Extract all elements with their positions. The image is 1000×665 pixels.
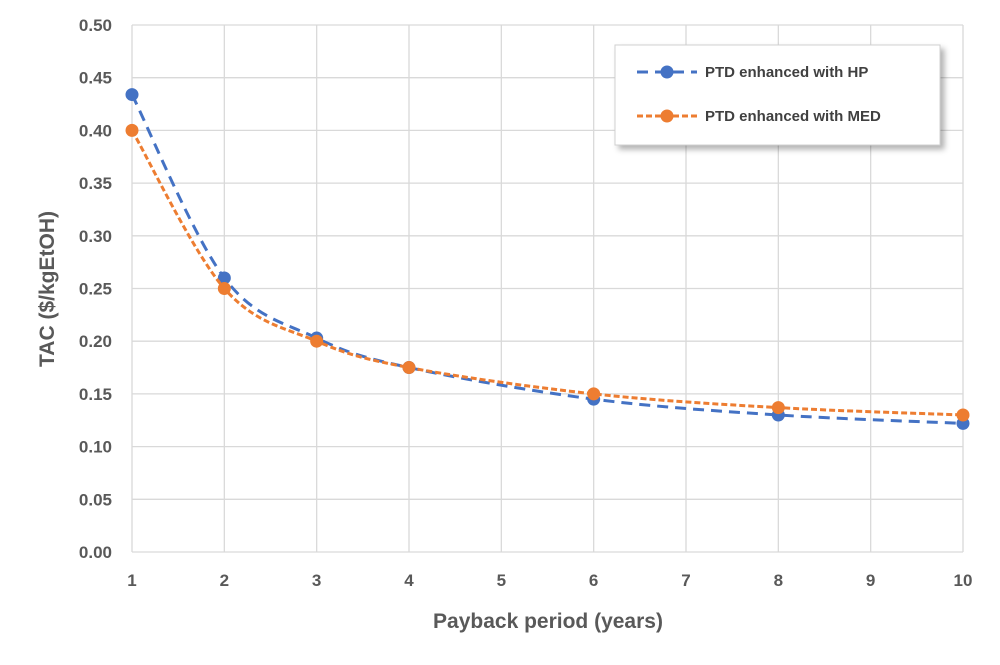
legend-label: PTD enhanced with MED (705, 108, 881, 125)
y-tick-label: 0.40 (79, 121, 112, 140)
data-point (125, 88, 139, 102)
legend-label: PTD enhanced with HP (705, 64, 868, 81)
x-tick-label: 4 (404, 571, 414, 590)
y-tick-label: 0.30 (79, 227, 112, 246)
data-point (217, 282, 231, 295)
y-tick-label: 0.50 (79, 16, 112, 35)
data-point (217, 271, 231, 285)
y-tick-label: 0.00 (79, 543, 112, 562)
y-tick-label: 0.15 (79, 385, 112, 404)
y-tick-label: 0.20 (79, 332, 112, 351)
x-tick-label: 10 (954, 571, 973, 590)
series-2 (125, 123, 970, 422)
series-line (130, 129, 964, 417)
x-tick-label: 2 (220, 571, 229, 590)
legend-item: PTD enhanced with HP (637, 64, 868, 81)
legend-marker (660, 109, 674, 123)
data-point (956, 408, 970, 422)
y-tick-label: 0.45 (79, 69, 112, 88)
x-tick-label: 5 (497, 571, 506, 590)
axes: 0.00 0.05 0.10 0.15 0.20 0.25 0.30 0.35 0.40 0.45… (79, 16, 973, 590)
x-tick-label: 8 (774, 571, 783, 590)
data-point (587, 387, 601, 401)
legend: PTD enhanced with HP PTD enhanced with ME… (614, 44, 941, 146)
y-tick-label: 0.10 (79, 438, 112, 457)
y-tick-label: 0.25 (79, 280, 112, 299)
y-tick-label: 0.05 (79, 490, 112, 509)
data-point (402, 361, 416, 375)
y-axis-title: TAC ($/kgEtOH) (36, 211, 59, 367)
series (125, 88, 970, 430)
legend-marker (660, 65, 674, 79)
x-tick-label: 9 (866, 571, 875, 590)
x-axis-title: Payback period (years) (433, 610, 663, 633)
data-point (771, 401, 785, 415)
data-point (310, 334, 324, 348)
legend-item: PTD enhanced with MED (637, 108, 881, 125)
x-tick-label: 1 (127, 571, 136, 590)
x-tick-label: 3 (312, 571, 321, 590)
y-tick-label: 0.35 (79, 174, 112, 193)
x-tick-label: 7 (681, 571, 690, 590)
legend-box (614, 44, 941, 146)
x-tick-label: 6 (589, 571, 598, 590)
data-point (125, 123, 139, 137)
